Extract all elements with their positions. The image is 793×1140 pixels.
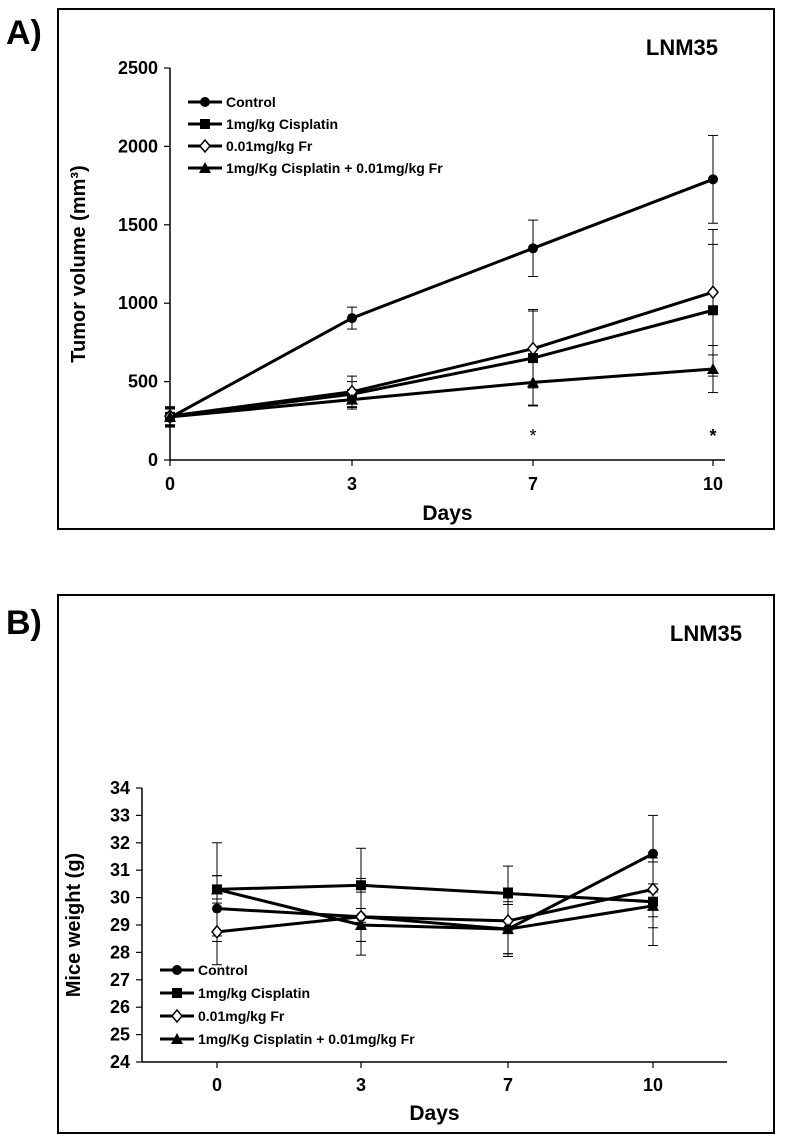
y-tick-label: 24 xyxy=(110,1052,130,1072)
y-tick-label: 2500 xyxy=(118,58,158,78)
y-tick-label: 31 xyxy=(110,860,130,880)
legend-label: Control xyxy=(198,962,248,978)
y-tick-label: 30 xyxy=(110,888,130,908)
legend-marker xyxy=(171,1008,183,1024)
significance-annotation: * xyxy=(709,426,716,446)
x-tick-label: 3 xyxy=(347,474,357,494)
data-point-control xyxy=(347,313,357,324)
legend-marker xyxy=(172,965,182,975)
data-point-1mg-kg-cisplatin-0-01mg-kg-fr xyxy=(707,363,719,375)
series-line-control xyxy=(216,852,654,931)
legend-marker xyxy=(199,138,211,154)
data-point-control xyxy=(528,243,538,254)
panel-b-label: B) xyxy=(6,604,42,642)
data-point-1mg-kg-cisplatin-0-01mg-kg-fr xyxy=(164,410,176,422)
legend-label: 1mg/kg Cisplatin xyxy=(226,116,338,132)
x-tick-label: 0 xyxy=(165,474,175,494)
x-axis-label: Days xyxy=(422,502,472,525)
data-point-1mg-kg-cisplatin xyxy=(503,888,513,899)
data-point-1mg-kg-cisplatin-0-01mg-kg-fr xyxy=(647,899,659,911)
y-tick-label: 2000 xyxy=(118,136,158,156)
y-tick-label: 1000 xyxy=(118,293,158,313)
data-point-0-01mg-kg-fr xyxy=(707,285,719,300)
y-tick-label: 26 xyxy=(110,997,130,1017)
legend-marker xyxy=(200,119,210,129)
y-tick-label: 33 xyxy=(110,805,130,825)
y-axis-label: Mice weight (g) xyxy=(63,853,85,997)
legend-marker xyxy=(172,988,182,998)
y-tick-label: 29 xyxy=(110,915,130,935)
y-tick-label: 28 xyxy=(110,942,130,962)
series-line-1mg-kg-cisplatin xyxy=(169,308,714,419)
significance-annotation: * xyxy=(529,426,536,446)
series-line-0-01mg-kg-fr xyxy=(216,887,654,934)
data-point-1mg-kg-cisplatin-0-01mg-kg-fr xyxy=(211,883,223,895)
series-line-1mg-kg-cisplatin xyxy=(216,883,654,904)
data-point-1mg-kg-cisplatin-0-01mg-kg-fr xyxy=(502,923,514,935)
x-tick-label: 3 xyxy=(356,1075,366,1095)
y-axis-label: Tumor volume (mm³) xyxy=(68,165,90,362)
legend-marker xyxy=(171,1033,183,1044)
x-tick-label: 7 xyxy=(528,474,538,494)
x-tick-label: 7 xyxy=(503,1075,513,1095)
y-tick-label: 25 xyxy=(110,1025,130,1045)
legend-label: 1mg/Kg Cisplatin + 0.01mg/kg Fr xyxy=(226,160,443,176)
legend-marker xyxy=(199,162,211,173)
x-tick-label: 10 xyxy=(703,474,723,494)
y-tick-label: 27 xyxy=(110,970,130,990)
panel-a-frame xyxy=(57,8,775,530)
data-point-control xyxy=(708,174,718,185)
data-point-1mg-kg-cisplatin xyxy=(708,305,718,316)
x-axis-label: Days xyxy=(409,1102,459,1125)
data-point-0-01mg-kg-fr xyxy=(647,882,659,897)
data-point-1mg-kg-cisplatin xyxy=(356,880,366,891)
y-tick-label: 32 xyxy=(110,833,130,853)
chart-title: LNM35 xyxy=(646,35,718,60)
data-point-1mg-kg-cisplatin xyxy=(528,353,538,364)
x-tick-label: 0 xyxy=(212,1075,222,1095)
legend-label: 1mg/kg Cisplatin xyxy=(198,985,310,1001)
y-tick-label: 0 xyxy=(148,450,158,470)
series-line-1mg-kg-cisplatin-0-01mg-kg-fr xyxy=(169,367,714,419)
x-tick-label: 10 xyxy=(643,1075,663,1095)
chart-title: LNM35 xyxy=(670,621,742,646)
panel-a-label: A) xyxy=(6,14,42,52)
legend-label: 1mg/Kg Cisplatin + 0.01mg/kg Fr xyxy=(198,1031,415,1047)
series-line-0-01mg-kg-fr xyxy=(169,290,714,418)
data-point-control xyxy=(212,903,222,914)
data-point-0-01mg-kg-fr xyxy=(211,924,223,940)
legend-label: Control xyxy=(226,94,276,110)
legend-marker xyxy=(200,97,210,107)
data-point-0-01mg-kg-fr xyxy=(527,341,539,356)
legend-label: 0.01mg/kg Fr xyxy=(198,1008,285,1024)
data-point-1mg-kg-cisplatin-0-01mg-kg-fr xyxy=(527,376,539,388)
series-line-control xyxy=(169,177,714,419)
data-point-1mg-kg-cisplatin-0-01mg-kg-fr xyxy=(346,393,358,405)
legend-label: 0.01mg/kg Fr xyxy=(226,138,313,154)
y-tick-label: 1500 xyxy=(118,215,158,235)
data-point-1mg-kg-cisplatin-0-01mg-kg-fr xyxy=(355,919,367,930)
y-tick-label: 500 xyxy=(128,372,158,392)
data-point-control xyxy=(648,848,658,859)
y-tick-label: 34 xyxy=(110,778,130,798)
series-line-1mg-kg-cisplatin-0-01mg-kg-fr xyxy=(216,887,654,931)
